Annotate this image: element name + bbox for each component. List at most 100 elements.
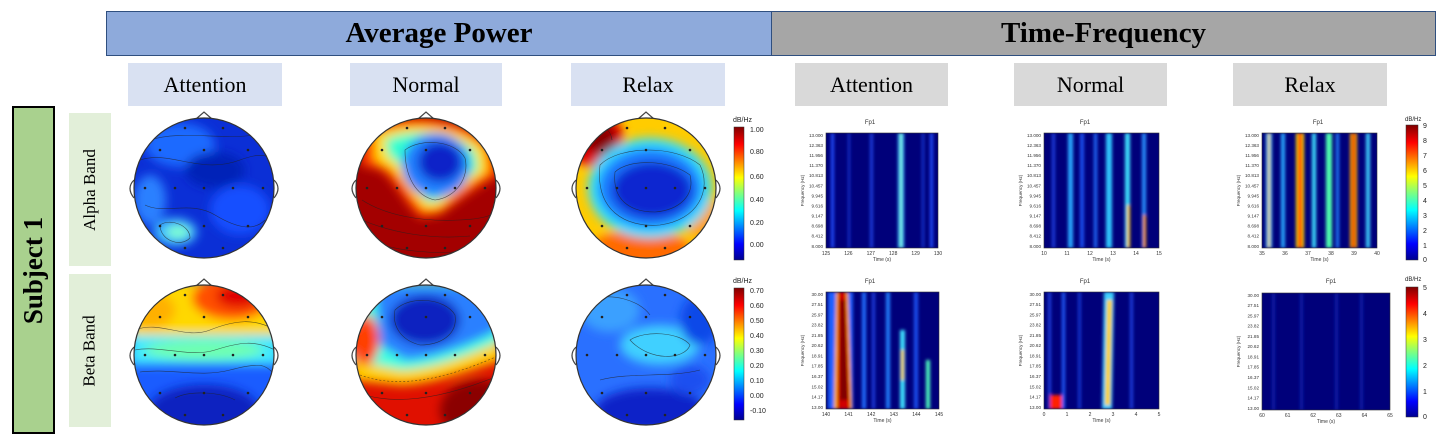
colorbar-tick: 2 <box>1423 363 1427 370</box>
avg-condition-relax: Relax <box>571 63 725 106</box>
y-tick-label: 14.17 <box>1030 395 1042 400</box>
y-tick-label: 13.000 <box>1027 133 1041 138</box>
x-axis-label: Time (s) <box>1317 419 1335 425</box>
x-tick-label: 144 <box>912 412 921 418</box>
x-axis-label: Time (s) <box>873 257 891 263</box>
spectrogram-beta-normal: Fp1 <box>1043 279 1160 410</box>
colorbar-tick: 0.60 <box>750 174 764 181</box>
x-tick-label: 141 <box>844 412 853 418</box>
colorbar-tick: 0.00 <box>750 393 764 400</box>
y-tick-label: 20.62 <box>1030 343 1042 348</box>
x-tick-label: 143 <box>890 412 899 418</box>
y-tick-label: 10.457 <box>1027 183 1041 188</box>
y-tick-label: 9.616 <box>812 203 824 208</box>
y-tick-label: 11.370 <box>1245 163 1259 168</box>
y-tick-label: 11.370 <box>809 163 823 168</box>
y-tick-label: 15.02 <box>1248 385 1260 390</box>
colorbar-tick: 0.20 <box>750 220 764 227</box>
y-tick-label: 11.370 <box>1027 163 1041 168</box>
x-tick-label: 125 <box>822 251 831 257</box>
y-tick-label: 21.85 <box>1248 334 1260 339</box>
x-axis-label: Time (s) <box>1092 257 1110 263</box>
x-tick-label: 126 <box>844 251 853 257</box>
x-tick-label: 142 <box>867 412 876 418</box>
topomap-beta-relax <box>571 278 721 426</box>
x-tick-label: 65 <box>1387 413 1393 419</box>
y-tick-label: 11.956 <box>809 153 823 158</box>
y-tick-label: 17.85 <box>1248 365 1260 370</box>
x-tick-label: 62 <box>1310 413 1316 419</box>
y-tick-label: 13.000 <box>809 133 823 138</box>
colorbar-tf-beta: dB/Hz 5 4 3 2 1 0 <box>1405 277 1427 421</box>
colorbar-tick: 6 <box>1423 168 1427 175</box>
y-tick-label: 8.412 <box>1248 234 1260 239</box>
y-tick-label: 10.457 <box>1245 183 1259 188</box>
y-tick-label: 16.37 <box>1030 374 1042 379</box>
y-tick-label: 10.813 <box>809 173 823 178</box>
colorbar-topo-beta: dB/Hz 0.70 0.60 0.50 0.40 0.30 0.20 0.10… <box>733 278 766 421</box>
y-tick-label: 16.37 <box>812 374 824 379</box>
y-tick-label: 16.37 <box>1248 375 1260 380</box>
x-tick-label: 13 <box>1110 251 1116 257</box>
colorbar-tf-alpha-unit: dB/Hz <box>1405 117 1421 123</box>
y-tick-label: 9.616 <box>1248 203 1260 208</box>
y-tick-label: 10.813 <box>1027 173 1041 178</box>
colorbar-tick: 9 <box>1423 123 1427 130</box>
y-tick-label: 27.51 <box>1248 303 1260 308</box>
topomap-beta-attention <box>129 278 279 426</box>
y-tick-label: 17.85 <box>812 364 824 369</box>
spectrogram-title: Fp1 <box>865 279 876 285</box>
y-tick-label: 9.147 <box>1030 214 1042 219</box>
x-axis-label: Time (s) <box>1092 418 1110 424</box>
y-tick-label: 30.00 <box>1030 292 1042 297</box>
y-tick-label: 11.956 <box>1245 153 1259 158</box>
topomap-alpha-attention <box>129 111 279 259</box>
spectrogram-title: Fp1 <box>1313 120 1324 126</box>
spectrogram-alpha-attention: Fp1 <box>825 120 939 249</box>
subject-label: Subject 1 <box>12 106 55 434</box>
colorbar-tick: 0.60 <box>750 303 764 310</box>
x-tick-label: 129 <box>911 251 920 257</box>
spectrogram-title: Fp1 <box>1326 279 1337 285</box>
y-tick-label: 27.51 <box>812 302 824 307</box>
x-tick-label: 61 <box>1285 413 1291 419</box>
avg-condition-attention: Attention <box>128 63 282 106</box>
colorbar-tick: 0.40 <box>750 333 764 340</box>
colorbar-topo-alpha: dB/Hz 1.00 0.80 0.60 0.40 0.20 0.00 <box>733 117 764 261</box>
y-tick-label: 15.02 <box>812 384 824 389</box>
colorbar-tick: 7 <box>1423 153 1427 160</box>
colorbar-tick: -0.10 <box>750 408 766 415</box>
topomap-alpha-relax <box>571 111 721 259</box>
y-tick-label: 8.698 <box>1030 224 1042 229</box>
y-tick-label: 23.82 <box>812 323 824 328</box>
x-tick-label: 128 <box>889 251 898 257</box>
colorbar-topo-beta-unit: dB/Hz <box>733 278 753 285</box>
y-axis-label: Frequency (Hz) <box>1236 335 1241 367</box>
x-axis-label: Time (s) <box>873 418 891 424</box>
y-tick-label: 25.97 <box>1248 313 1260 318</box>
colorbar-tick: 5 <box>1423 285 1427 292</box>
y-tick-label: 18.91 <box>1248 354 1260 359</box>
colorbar-tick: 1 <box>1423 389 1427 396</box>
x-tick-label: 3 <box>1112 412 1115 418</box>
y-tick-label: 12.363 <box>1027 143 1041 148</box>
y-axis-label: Frequency (Hz) <box>1236 174 1241 206</box>
y-tick-label: 25.97 <box>812 312 824 317</box>
x-tick-label: 60 <box>1259 413 1265 419</box>
y-tick-label: 8.000 <box>1030 244 1042 249</box>
colorbar-tf-alpha: dB/Hz 9 8 7 6 5 4 3 2 1 0 <box>1405 117 1427 264</box>
y-tick-label: 18.91 <box>812 353 824 358</box>
colorbar-tick: 0.20 <box>750 363 764 370</box>
x-tick-label: 10 <box>1041 251 1047 257</box>
y-tick-label: 9.616 <box>1030 203 1042 208</box>
y-tick-label: 23.82 <box>1248 324 1260 329</box>
x-tick-label: 5 <box>1158 412 1161 418</box>
colorbar-tick: 8 <box>1423 138 1427 145</box>
x-tick-label: 64 <box>1362 413 1368 419</box>
x-tick-label: 11 <box>1064 251 1069 257</box>
y-tick-label: 9.945 <box>1030 193 1042 198</box>
y-tick-label: 8.412 <box>1030 234 1042 239</box>
y-tick-label: 27.51 <box>1030 302 1042 307</box>
x-tick-label: 14 <box>1133 251 1139 257</box>
x-tick-label: 1 <box>1066 412 1069 418</box>
